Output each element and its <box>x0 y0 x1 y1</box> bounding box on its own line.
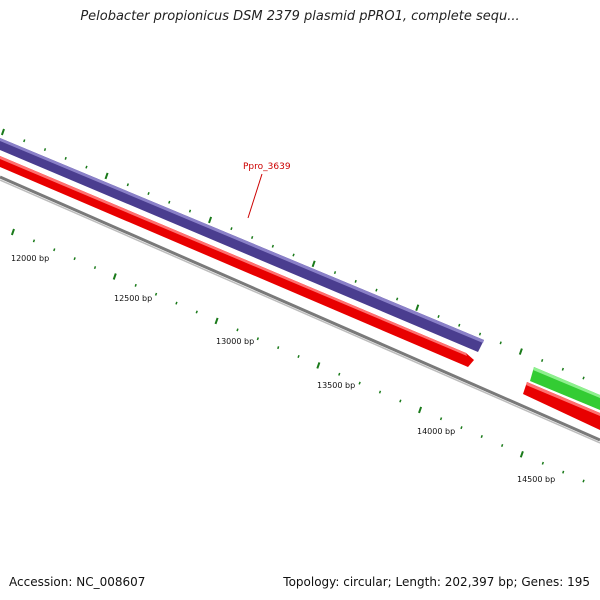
minor-tick <box>333 271 337 275</box>
gene-label-ppro-3639: Ppro_3639 <box>243 162 291 172</box>
minor-tick <box>458 323 461 327</box>
minor-tick <box>64 156 67 160</box>
minor-tick <box>85 165 88 169</box>
backbone-line <box>0 175 600 442</box>
minor-tick <box>358 381 361 385</box>
minor-tick <box>460 426 463 430</box>
minor-tick <box>292 253 295 257</box>
lower-tick-row <box>10 228 585 483</box>
gene-label-leader <box>247 173 263 219</box>
gene-green-band[interactable] <box>530 367 600 410</box>
minor-tick <box>375 288 378 292</box>
minor-tick <box>378 390 382 394</box>
minor-tick <box>271 244 275 248</box>
major-tick <box>518 348 523 355</box>
minor-tick <box>126 183 130 187</box>
minor-tick <box>439 417 443 421</box>
gene-red-band[interactable] <box>0 156 474 367</box>
map-title: Pelobacter propionicus DSM 2379 plasmid … <box>80 9 520 24</box>
major-tick <box>112 273 117 280</box>
minor-tick <box>147 192 150 196</box>
tick-label-12000: 12000 bp <box>11 254 49 263</box>
tick-label-14500: 14500 bp <box>517 475 555 484</box>
minor-tick <box>395 297 399 301</box>
minor-tick <box>500 443 504 447</box>
major-tick <box>415 304 420 312</box>
minor-tick <box>250 235 254 239</box>
minor-tick <box>561 367 565 371</box>
minor-tick <box>230 227 233 231</box>
major-tick <box>0 128 5 136</box>
minor-tick <box>188 209 192 213</box>
major-tick <box>316 362 321 369</box>
minor-tick <box>134 283 137 287</box>
major-tick <box>214 317 219 325</box>
summary-text: Topology: circular; Length: 202,397 bp; … <box>283 575 590 589</box>
minor-tick <box>582 479 585 483</box>
minor-tick <box>399 399 402 403</box>
minor-tick <box>93 266 97 270</box>
major-tick <box>418 406 423 414</box>
tick-label-13000: 13000 bp <box>216 337 254 346</box>
major-tick <box>208 216 213 224</box>
backbone-shadow <box>0 179 600 444</box>
minor-tick <box>53 248 56 252</box>
tick-label-13500: 13500 bp <box>317 381 355 390</box>
gene-red-band-right[interactable] <box>523 382 600 430</box>
minor-tick <box>175 301 178 305</box>
minor-tick <box>480 435 483 439</box>
minor-tick <box>168 200 171 204</box>
minor-tick <box>338 372 341 376</box>
minor-tick <box>478 332 482 336</box>
accession-text: Accession: NC_008607 <box>9 575 146 589</box>
major-tick <box>311 260 316 268</box>
major-tick <box>10 228 15 236</box>
minor-tick <box>43 148 47 152</box>
tick-label-14000: 14000 bp <box>417 427 455 436</box>
minor-tick <box>277 346 280 350</box>
minor-tick <box>437 315 440 319</box>
tick-label-12500: 12500 bp <box>114 294 152 303</box>
minor-tick <box>499 341 502 345</box>
gene-ppro-3639[interactable] <box>0 138 484 352</box>
minor-tick <box>195 310 198 314</box>
minor-tick <box>540 358 544 362</box>
minor-tick <box>154 292 158 296</box>
minor-tick <box>73 257 76 261</box>
major-tick <box>104 172 109 180</box>
major-tick <box>519 450 524 458</box>
upper-tick-row <box>0 128 585 380</box>
minor-tick <box>562 470 565 474</box>
minor-tick <box>256 337 260 341</box>
minor-tick <box>23 139 26 143</box>
minor-tick <box>541 461 545 465</box>
minor-tick <box>32 239 36 243</box>
minor-tick <box>236 328 239 332</box>
minor-tick <box>354 279 357 283</box>
minor-tick <box>297 355 300 359</box>
minor-tick <box>582 376 585 380</box>
